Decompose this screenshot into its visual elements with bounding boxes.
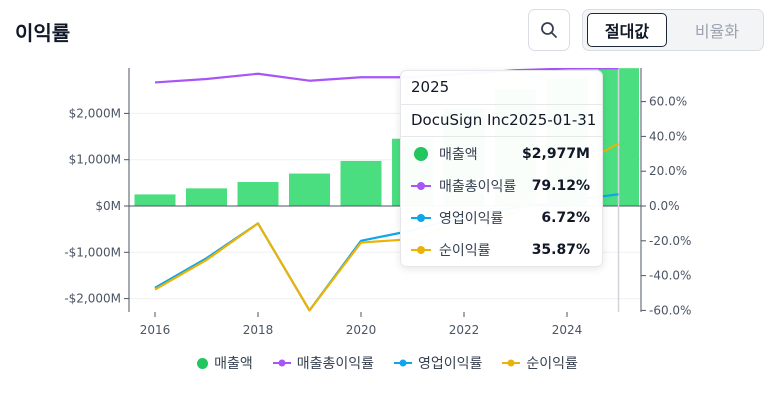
tooltip-year: 2025 xyxy=(401,71,602,105)
legend-label: 매출액 xyxy=(214,356,253,372)
tooltip-company: DocuSign Inc2025-01-31 xyxy=(401,105,602,137)
right-tick-label: 40.0% xyxy=(649,129,687,143)
line-marker-icon xyxy=(393,359,412,367)
x-tick-label: 2020 xyxy=(346,323,377,337)
tooltip-row-operating-margin: 영업이익률 6.72% xyxy=(411,208,590,228)
line-marker-icon xyxy=(411,246,431,254)
x-tick-label: 2022 xyxy=(449,323,480,337)
ratio-toggle-button[interactable]: 비율화 xyxy=(694,22,740,41)
tooltip-label: 매출액 xyxy=(439,147,478,163)
left-tick-label: $0M xyxy=(95,199,121,213)
x-tick-label: 2024 xyxy=(552,323,583,337)
left-tick-label: $2,000M xyxy=(69,106,121,120)
left-tick-label: -$1,000M xyxy=(64,245,121,259)
line-marker-icon xyxy=(272,359,291,367)
x-tick-label: 2016 xyxy=(140,323,171,337)
right-tick-label: -60.0% xyxy=(649,303,691,317)
page-title: 이익률 xyxy=(15,21,71,45)
legend-label: 영업이익률 xyxy=(417,356,483,372)
chart-tooltip: 2025 DocuSign Inc2025-01-31 매출액 $2,977M … xyxy=(400,70,603,267)
right-tick-label: 0.0% xyxy=(649,199,680,213)
revenue-bar xyxy=(186,188,227,206)
tooltip-row-gross-margin: 매출총이익률 79.12% xyxy=(411,176,590,196)
legend-label: 매출총이익률 xyxy=(296,356,374,372)
left-tick-label: $1,000M xyxy=(69,153,121,167)
value-mode-toggle: 절대값 비율화 xyxy=(582,9,764,51)
legend-item-operating-margin[interactable]: 영업이익률 xyxy=(393,353,483,373)
line-marker-icon xyxy=(502,359,521,367)
legend-item-gross-margin[interactable]: 매출총이익률 xyxy=(272,353,374,373)
tooltip-value: 6.72% xyxy=(541,210,590,226)
tooltip-label: 순이익률 xyxy=(439,243,491,259)
tooltip-value: 35.87% xyxy=(531,242,590,258)
tooltip-label: 영업이익률 xyxy=(439,211,504,227)
right-tick-label: 20.0% xyxy=(649,164,687,178)
tooltip-row-net-margin: 순이익률 35.87% xyxy=(411,240,590,260)
line-marker-icon xyxy=(411,214,431,222)
absolute-toggle-button[interactable]: 절대값 xyxy=(587,13,667,47)
search-button[interactable] xyxy=(528,9,570,51)
right-tick-label: 60.0% xyxy=(649,95,687,109)
gross-margin-line xyxy=(154,68,619,84)
legend-item-net-margin[interactable]: 순이익률 xyxy=(502,353,578,373)
revenue-bar xyxy=(340,160,382,206)
search-icon xyxy=(541,22,557,38)
line-marker-icon xyxy=(411,182,431,190)
revenue-bar xyxy=(134,194,176,206)
legend-dot-icon xyxy=(197,357,209,369)
tooltip-value: $2,977M xyxy=(522,146,590,162)
legend-label: 순이익률 xyxy=(526,356,578,372)
right-tick-label: -40.0% xyxy=(649,269,691,283)
tooltip-value: 79.12% xyxy=(531,178,590,194)
chart-legend: 매출액 매출총이익률 영업이익률 순이익률 xyxy=(0,353,775,373)
revenue-bar xyxy=(289,173,330,206)
tooltip-label: 매출총이익률 xyxy=(439,179,517,195)
left-tick-label: -$2,000M xyxy=(64,292,121,306)
revenue-bar xyxy=(237,182,279,206)
x-tick-label: 2018 xyxy=(243,323,274,337)
tooltip-row-revenue: 매출액 $2,977M xyxy=(411,144,590,164)
legend-item-revenue[interactable]: 매출액 xyxy=(197,353,253,373)
right-tick-label: -20.0% xyxy=(649,234,691,248)
